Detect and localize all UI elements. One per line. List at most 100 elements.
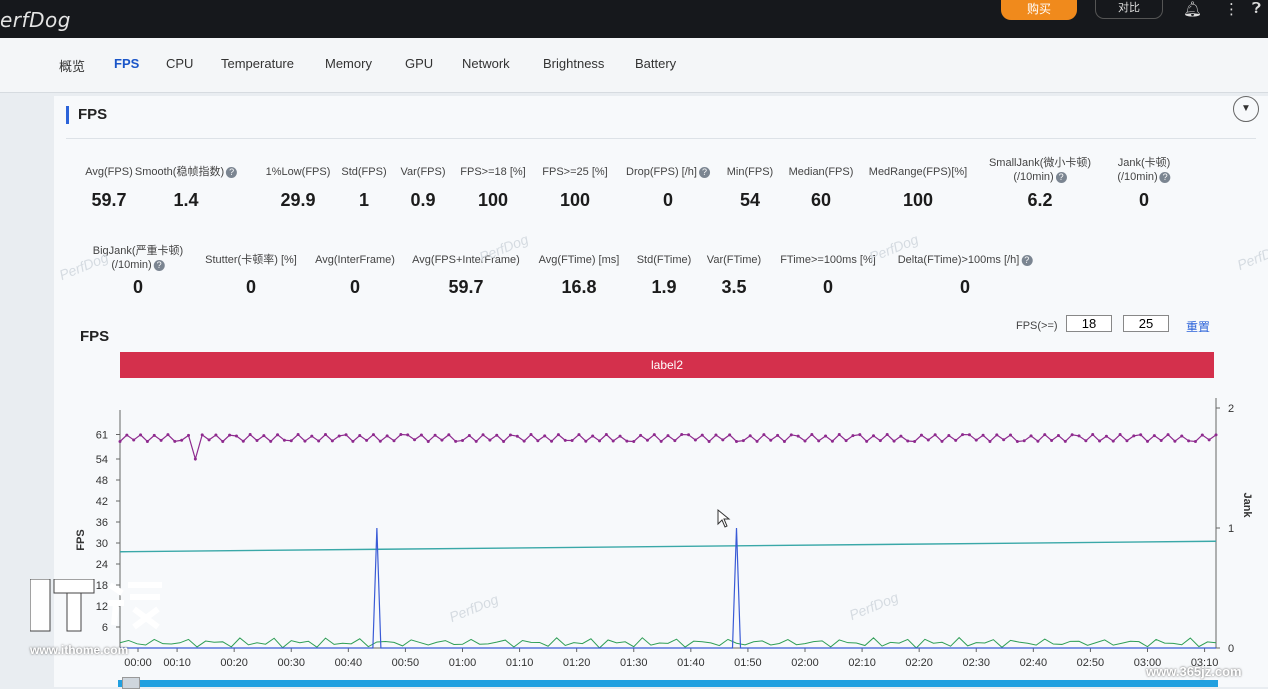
- fps-point: [515, 434, 519, 438]
- tab-概览[interactable]: 概览: [59, 59, 86, 74]
- fps-point: [399, 433, 403, 437]
- fps-point: [933, 433, 937, 437]
- fps-point: [1043, 433, 1047, 437]
- fps-point: [995, 433, 999, 437]
- buy-button[interactable]: 购买: [1001, 0, 1077, 20]
- help-icon[interactable]: ❓︎: [1252, 0, 1262, 17]
- bell-icon[interactable]: 🔔︎: [1183, 1, 1203, 18]
- x-tick-label: 00:10: [163, 657, 191, 669]
- fps-point: [625, 439, 629, 443]
- x-tick-label: 00:00: [124, 657, 152, 669]
- fps-point: [789, 433, 793, 437]
- metric-label: Jank(卡顿) (/10min)?: [1117, 156, 1171, 184]
- tab-memory[interactable]: Memory: [325, 56, 372, 71]
- fps-threshold-input-2[interactable]: [1123, 315, 1169, 332]
- metric-label: Delta(FTime)>100ms [/h]?: [898, 253, 1033, 267]
- metric-label-line2: (/10min)?: [1117, 170, 1171, 184]
- fps-point: [618, 434, 622, 438]
- tab-cpu[interactable]: CPU: [166, 56, 194, 71]
- fps-point: [673, 439, 677, 443]
- more-vertical-icon[interactable]: ⋮: [1224, 1, 1239, 18]
- fps-point: [872, 434, 875, 438]
- fps-point: [563, 438, 567, 442]
- chevron-down-icon[interactable]: ▼: [1233, 96, 1259, 122]
- metric-value: 1: [358, 190, 370, 210]
- metric-label-text: 1%Low(FPS): [265, 166, 331, 178]
- fps-threshold-input-1[interactable]: [1066, 315, 1112, 332]
- x-tick-label: 01:30: [620, 657, 648, 669]
- fps-point: [344, 433, 348, 437]
- compare-button[interactable]: 对比: [1095, 0, 1163, 19]
- fps-point: [385, 434, 389, 438]
- label-bar[interactable]: label2: [120, 352, 1214, 378]
- fps-point: [303, 439, 307, 443]
- fps-point: [269, 439, 273, 443]
- tab-battery[interactable]: Battery: [635, 56, 677, 71]
- fps-point: [556, 433, 560, 437]
- fps-point: [961, 433, 965, 437]
- x-tick-label: 02:40: [1020, 657, 1048, 669]
- tab-brightness[interactable]: Brightness: [543, 56, 605, 71]
- x-tick-label: 00:20: [220, 657, 248, 669]
- fps-point: [1166, 433, 1170, 437]
- fps-point: [502, 439, 506, 443]
- metric-label-text: Avg(FTime) [ms]: [538, 254, 620, 266]
- fps-point: [591, 434, 595, 438]
- metric-value: 100: [902, 190, 934, 210]
- metric-value: 6.2: [1027, 190, 1053, 210]
- info-icon[interactable]: ?: [226, 166, 238, 178]
- metric-label: Avg(FPS+InterFrame): [412, 253, 520, 267]
- info-icon[interactable]: ?: [1055, 171, 1067, 183]
- info-icon[interactable]: ?: [698, 166, 710, 178]
- fps-point: [358, 433, 362, 437]
- metric-value: 100: [559, 190, 591, 210]
- fps-point: [118, 440, 122, 443]
- fps-point: [1022, 439, 1026, 443]
- info-icon[interactable]: ?: [1021, 254, 1033, 266]
- metric-label-text: Avg(FPS): [85, 166, 133, 178]
- fps-point: [125, 433, 129, 437]
- fps-point: [248, 433, 252, 437]
- metric-label-unit: (/10min): [111, 259, 152, 271]
- tab-fps[interactable]: FPS: [114, 56, 140, 71]
- metric-value: 54: [739, 190, 761, 210]
- fps-point: [495, 433, 499, 437]
- tab-network[interactable]: Network: [462, 56, 510, 71]
- y-tick-label: 30: [96, 538, 108, 550]
- metric-label: Std(FPS): [341, 165, 386, 179]
- tab-gpu[interactable]: GPU: [405, 56, 434, 71]
- metric-label: FTime>=100ms [%]: [780, 253, 876, 267]
- reset-button[interactable]: 重置: [1186, 320, 1211, 334]
- fps-point: [392, 439, 396, 443]
- tab-temperature[interactable]: Temperature: [221, 56, 294, 71]
- fps-point: [899, 434, 903, 438]
- fps-point: [378, 439, 382, 443]
- fps-point: [207, 438, 211, 442]
- info-icon[interactable]: ?: [1159, 171, 1171, 183]
- metric-label: Avg(InterFrame): [315, 253, 395, 267]
- x-tick-label: 01:50: [734, 657, 762, 669]
- fps-point: [413, 438, 417, 442]
- metric-label: Stutter(卡顿率) [%]: [205, 253, 297, 267]
- metric-label: Min(FPS): [727, 165, 773, 179]
- fps-point: [810, 433, 814, 437]
- metric-label-text: Avg(FPS+InterFrame): [412, 254, 520, 266]
- x-tick-label: 01:00: [449, 657, 477, 669]
- fps-point: [1193, 439, 1197, 443]
- fps-point: [604, 433, 608, 437]
- fps-point: [241, 439, 245, 443]
- info-icon[interactable]: ?: [153, 259, 165, 271]
- metric-label-line2: (/10min)?: [93, 258, 183, 272]
- timeline-scrollbar[interactable]: [118, 680, 1218, 687]
- x-tick-label: 01:10: [506, 657, 534, 669]
- fps-point: [1159, 439, 1163, 443]
- metric-label: SmallJank(微小卡顿) (/10min)?: [989, 156, 1091, 184]
- fps-point: [776, 433, 780, 437]
- ithome-logo: [30, 579, 162, 632]
- fps-point: [1009, 433, 1012, 437]
- fps-point: [152, 433, 156, 437]
- timeline-scroll-handle[interactable]: [122, 677, 140, 689]
- metric-value: 29.9: [280, 190, 316, 210]
- metric-label: Median(FPS): [789, 165, 854, 179]
